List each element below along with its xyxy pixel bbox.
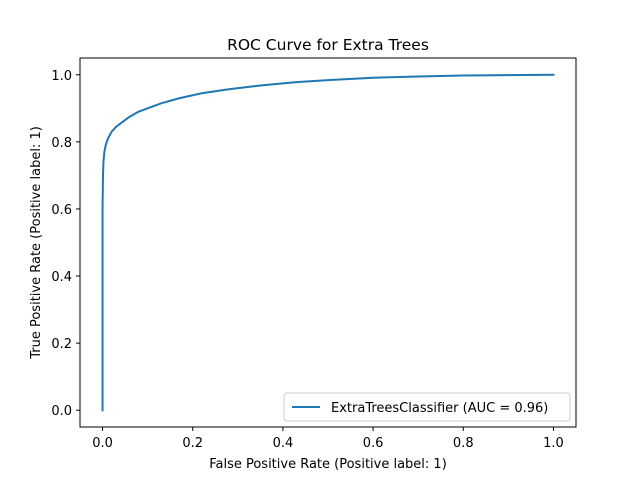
y-tick-label: 0.4 xyxy=(51,270,72,285)
chart-title: ROC Curve for Extra Trees xyxy=(227,36,429,54)
y-tick-label: 0.2 xyxy=(51,337,72,352)
roc-curve-line xyxy=(101,73,555,412)
x-tick-label: 1.0 xyxy=(543,436,564,451)
y-tick-label: 1.0 xyxy=(51,69,72,84)
x-tick-label: 0.2 xyxy=(182,436,203,451)
x-axis: 0.0 0.2 0.4 0.6 0.8 1.0 xyxy=(92,427,564,451)
axes-frame xyxy=(79,57,577,428)
legend: ExtraTreesClassifier (AUC = 0.96) xyxy=(283,392,571,422)
x-tick-label: 0.8 xyxy=(453,436,474,451)
y-tick-label: 0.8 xyxy=(51,136,72,151)
x-axis-label: False Positive Rate (Positive label: 1) xyxy=(209,457,447,472)
y-tick-label: 0.0 xyxy=(51,404,72,419)
y-axis: 0.0 0.2 0.4 0.6 0.8 1.0 xyxy=(51,69,80,419)
x-tick-label: 0.4 xyxy=(273,436,294,451)
x-tick-label: 0.6 xyxy=(363,436,384,451)
y-tick-label: 0.6 xyxy=(51,203,72,218)
legend-label: ExtraTreesClassifier (AUC = 0.96) xyxy=(331,401,548,416)
legend-box xyxy=(283,392,571,422)
plot-area xyxy=(101,73,555,412)
x-tick-label: 0.0 xyxy=(92,436,113,451)
y-axis-label: True Positive Rate (Positive label: 1) xyxy=(29,126,44,360)
